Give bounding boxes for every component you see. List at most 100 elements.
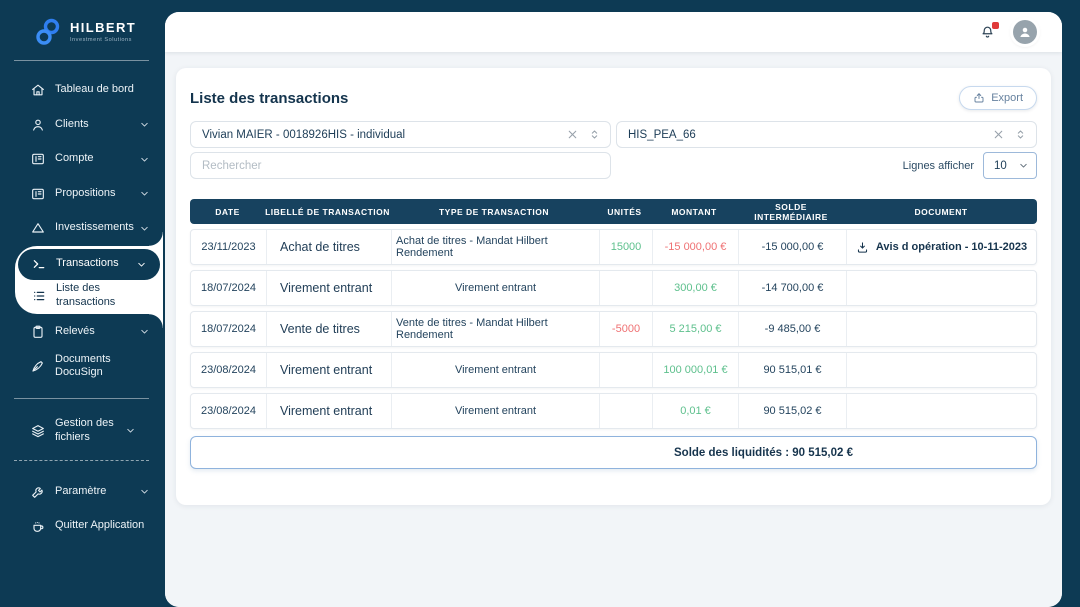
- card-icon: [30, 151, 46, 167]
- card-header: Liste des transactions Export: [190, 83, 1037, 113]
- column-header-unites: UNITÉS: [607, 206, 642, 217]
- chevron-down-icon: [139, 188, 150, 199]
- cell-amount: 100 000,01 €: [652, 353, 738, 387]
- sidebar-item-tableau-de-bord[interactable]: Tableau de bord: [0, 73, 163, 108]
- sidebar-item-clients[interactable]: Clients: [0, 108, 163, 143]
- sidebar-item-liste-des-transactions[interactable]: Liste des transactions: [18, 280, 163, 312]
- triangle-icon: [30, 220, 46, 236]
- cell-balance: -9 485,00 €: [738, 312, 846, 346]
- sidebar-item-label: Compte: [55, 152, 94, 165]
- select-updown-icon: [588, 128, 601, 141]
- table-row: 18/07/2024 Vente de titres Vente de titr…: [190, 311, 1037, 347]
- sidebar-item-compte[interactable]: Compte: [0, 142, 163, 177]
- client-select-value: Vivian MAIER - 0018926HIS - individual: [202, 128, 406, 141]
- cell-units: 15000: [599, 230, 652, 264]
- cell-document: [846, 394, 1036, 428]
- cell-label: Vente de titres: [266, 312, 391, 346]
- clear-icon[interactable]: [992, 128, 1005, 141]
- content-panel: Liste des transactions Export Vivian MAI…: [165, 12, 1062, 607]
- sidebar-item-parametre[interactable]: Paramètre: [0, 475, 163, 510]
- sidebar-item-releves[interactable]: Relevés: [0, 315, 163, 350]
- pen-icon: [30, 358, 46, 374]
- table-row: 23/08/2024 Virement entrant Virement ent…: [190, 393, 1037, 429]
- cell-units: [599, 271, 652, 305]
- cell-document: [846, 353, 1036, 387]
- sidebar-divider: [14, 60, 149, 61]
- sidebar-item-label: Transactions: [56, 257, 119, 270]
- chevron-down-icon: [1018, 160, 1029, 171]
- sidebar-item-quitter-application[interactable]: Quitter Application: [0, 509, 163, 544]
- sidebar-item-label: Investissements: [55, 221, 134, 234]
- client-select[interactable]: Vivian MAIER - 0018926HIS - individual: [190, 121, 611, 148]
- rows-per-page-label: Lignes afficher: [902, 159, 974, 172]
- sidebar-divider: [14, 397, 149, 399]
- column-header-libelle: LIBELLÉ DE TRANSACTION: [265, 206, 390, 217]
- sidebar-item-label: Liste des transactions: [56, 281, 116, 308]
- user-icon: [30, 117, 46, 133]
- filters: Vivian MAIER - 0018926HIS - individual H…: [190, 121, 1037, 179]
- layers-icon: [30, 423, 46, 439]
- cell-amount: 0,01 €: [652, 394, 738, 428]
- cell-units: -5000: [599, 312, 652, 346]
- clear-icon[interactable]: [566, 128, 579, 141]
- document-link-label: Avis d opération - 10-11-2023: [875, 241, 1028, 253]
- rows-per-page-value: 10: [994, 159, 1007, 172]
- cell-type: Virement entrant: [391, 394, 599, 428]
- home-icon: [30, 82, 46, 98]
- cell-type: Virement entrant: [391, 271, 599, 305]
- cell-type: Virement entrant: [391, 353, 599, 387]
- sidebar-item-propositions[interactable]: Propositions: [0, 177, 163, 212]
- cell-balance: 90 515,01 €: [738, 353, 846, 387]
- rows-per-page-select[interactable]: 10: [983, 152, 1037, 179]
- notifications-bell-icon[interactable]: [979, 21, 999, 41]
- avatar[interactable]: [1013, 20, 1037, 44]
- liquidity-balance-bar: Solde des liquidités : 90 515,02 €: [190, 436, 1037, 469]
- search-input[interactable]: [190, 152, 611, 179]
- brand-tagline: Investment Solutions: [70, 36, 132, 43]
- export-label: Export: [991, 92, 1023, 104]
- card-icon: [30, 186, 46, 202]
- sidebar-item-investissements[interactable]: Investissements: [0, 211, 163, 246]
- sidebar-item-label: Propositions: [55, 186, 116, 199]
- account-select[interactable]: HIS_PEA_66: [616, 121, 1037, 148]
- sidebar-divider-dashed: [14, 459, 149, 461]
- chevron-down-icon: [136, 259, 147, 270]
- cell-units: [599, 394, 652, 428]
- sidebar-item-label: Clients: [55, 117, 89, 130]
- cell-units: [599, 353, 652, 387]
- cell-balance: -15 000,00 €: [738, 230, 846, 264]
- terminal-icon: [31, 256, 47, 272]
- select-updown-icon: [1014, 128, 1027, 141]
- sidebar-item-documents-docusign[interactable]: Documents DocuSign: [0, 349, 163, 384]
- cell-label: Virement entrant: [266, 271, 391, 305]
- table-row: 18/07/2024 Virement entrant Virement ent…: [190, 270, 1037, 306]
- cell-document[interactable]: Avis d opération - 10-11-2023: [846, 230, 1036, 264]
- notification-dot: [992, 21, 999, 29]
- sidebar-item-gestion-des-fichiers[interactable]: Gestion des fichiers: [0, 409, 163, 453]
- transactions-table: DATE LIBELLÉ DE TRANSACTION TYPE DE TRAN…: [190, 199, 1037, 469]
- cell-document: [846, 271, 1036, 305]
- cell-date: 18/07/2024: [200, 282, 257, 294]
- coffee-cup-icon: [30, 518, 46, 534]
- list-icon: [31, 288, 47, 304]
- sidebar: HILBERT Investment Solutions Tableau de …: [0, 0, 163, 607]
- wrench-icon: [30, 484, 46, 500]
- export-button[interactable]: Export: [959, 86, 1037, 110]
- cell-date: 18/07/2024: [200, 323, 257, 335]
- topbar: [165, 12, 1062, 52]
- liquidity-balance-label: Solde des liquidités : 90 515,02 €: [674, 446, 853, 459]
- cell-type: Achat de titres - Mandat Hilbert Rendeme…: [391, 230, 599, 264]
- page-title: Liste des transactions: [190, 89, 349, 107]
- cell-amount: 300,00 €: [652, 271, 738, 305]
- account-select-value: HIS_PEA_66: [628, 128, 696, 141]
- column-header-montant: MONTANT: [671, 206, 717, 217]
- sidebar-item-label: Paramètre: [55, 484, 107, 497]
- sidebar-item-label: Quitter Application: [55, 519, 145, 532]
- chevron-down-icon: [139, 154, 150, 165]
- chevron-down-icon: [139, 223, 150, 234]
- transactions-card: Liste des transactions Export Vivian MAI…: [176, 68, 1051, 505]
- cell-amount: -15 000,00 €: [652, 230, 738, 264]
- sidebar-item-transactions[interactable]: Transactions: [18, 248, 160, 280]
- brand-name: HILBERT: [70, 20, 137, 36]
- cell-amount: 5 215,00 €: [652, 312, 738, 346]
